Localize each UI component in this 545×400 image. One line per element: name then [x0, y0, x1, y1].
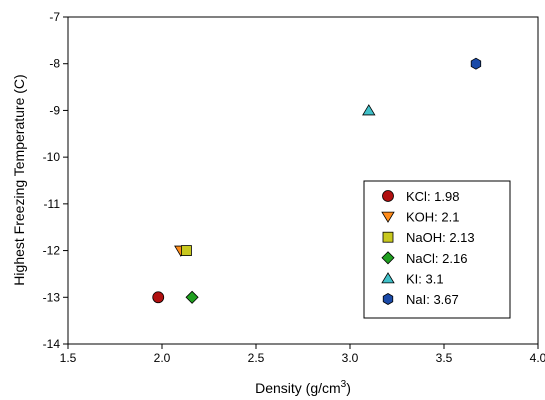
- legend-marker-hexagon: [382, 293, 394, 305]
- legend-label: NaOH: 2.13: [406, 230, 475, 245]
- x-axis-title-suffix: ): [346, 380, 351, 396]
- plot-area: [67, 16, 539, 345]
- y-tick-label: -13: [43, 290, 61, 304]
- legend-marker-triangle-up: [381, 272, 395, 284]
- legend-marker-square: [382, 231, 394, 243]
- x-tick-label: 2.0: [154, 351, 171, 365]
- x-axis-title-main: Density (g/cm: [255, 380, 341, 396]
- data-point-triangle-up: [362, 104, 376, 116]
- legend-label: KI: 3.1: [406, 271, 444, 286]
- x-axis-title-superscript: 3: [341, 379, 347, 390]
- data-point-square: [181, 245, 192, 256]
- legend-marker-triangle-down: [381, 211, 395, 223]
- legend-label: NaCl: 2.16: [406, 251, 467, 266]
- x-tick-label: 4.0: [530, 351, 545, 365]
- data-point-circle: [152, 291, 165, 304]
- data-points: [152, 57, 482, 304]
- x-axis: 1.5 2.0 2.5 3.0 3.5 4.0: [60, 344, 545, 365]
- legend: KCl: 1.98 KOH: 2.1 NaOH: 2.13 NaCl: 2.16 KI:…: [363, 180, 511, 319]
- legend-marker-diamond: [381, 251, 395, 265]
- x-tick-label: 2.5: [248, 351, 265, 365]
- legend-label: KCl: 1.98: [406, 189, 459, 204]
- x-tick-label: 3.0: [342, 351, 359, 365]
- y-tick-label: -11: [44, 197, 61, 211]
- x-tick-label: 3.5: [436, 351, 453, 365]
- y-tick-label: -7: [49, 10, 60, 24]
- y-tick-label: -9: [49, 103, 60, 117]
- x-axis-title: Density (g/cm3): [255, 379, 351, 396]
- legend-marker-circle: [382, 190, 394, 202]
- y-tick-label: -8: [49, 57, 60, 71]
- data-point-hexagon: [470, 57, 482, 70]
- y-tick-label: -10: [43, 150, 61, 164]
- y-axis-title: Highest Freezing Temperature (C): [11, 74, 27, 285]
- legend-label: KOH: 2.1: [406, 210, 459, 225]
- legend-label: NaI: 3.67: [406, 292, 459, 307]
- y-tick-label: -14: [43, 337, 61, 351]
- x-tick-label: 1.5: [60, 351, 77, 365]
- y-axis: -14 -13 -12 -11 -10 -9 -8 -7: [43, 10, 68, 351]
- y-tick-label: -12: [43, 244, 61, 258]
- data-point-diamond: [185, 290, 199, 304]
